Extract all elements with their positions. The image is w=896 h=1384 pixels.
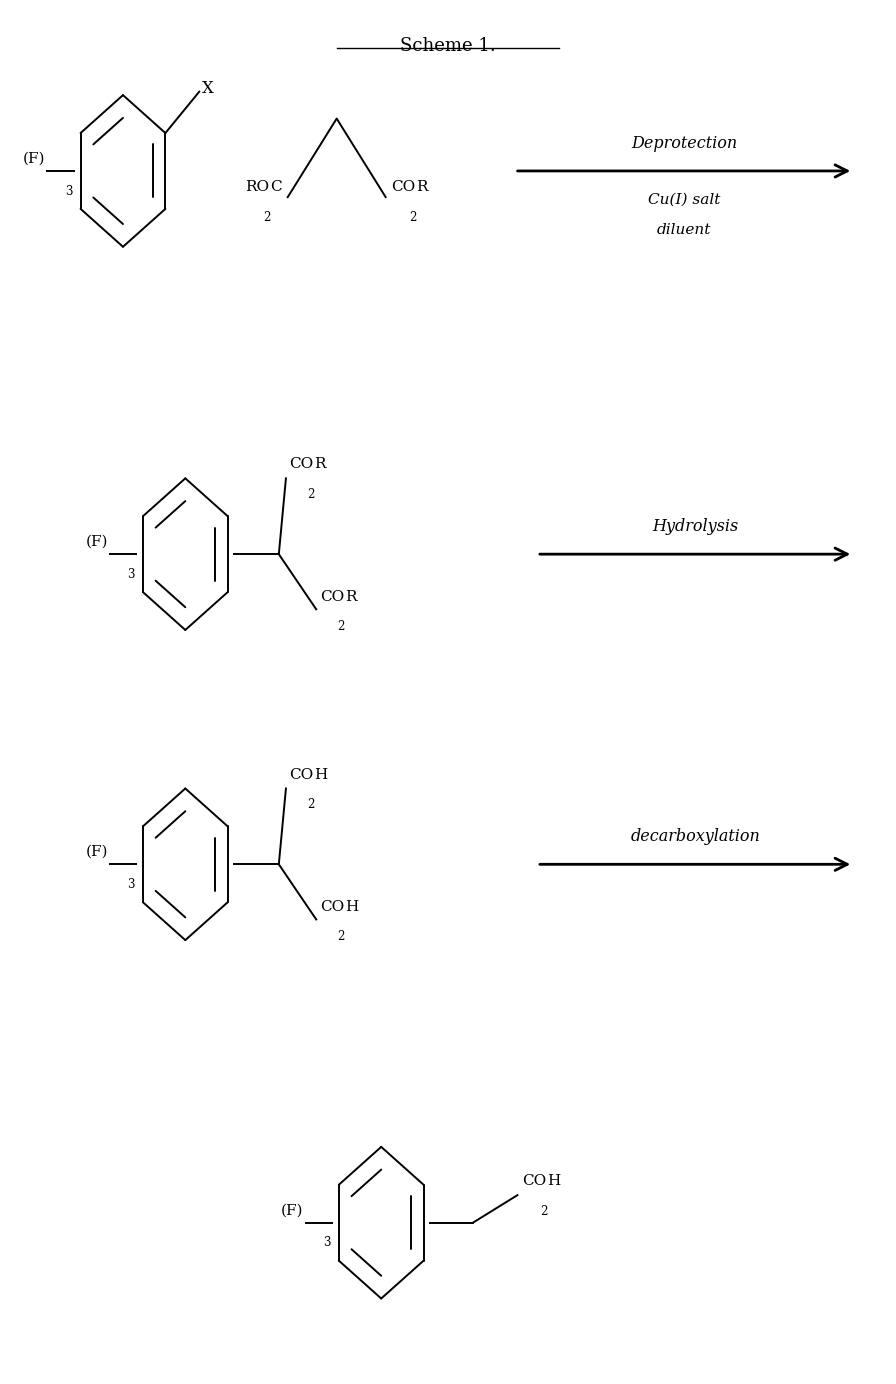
Text: (F): (F) [281,1203,304,1217]
Text: R: R [416,180,427,194]
Text: RO: RO [245,180,269,194]
Text: 2: 2 [338,620,345,634]
Text: 3: 3 [127,877,135,891]
Text: 2: 2 [338,930,345,944]
Text: (F): (F) [23,151,46,166]
Text: Hydrolysis: Hydrolysis [652,518,738,534]
Text: 2: 2 [263,210,271,224]
Text: diluent: diluent [657,223,711,237]
Text: Deprotection: Deprotection [631,134,737,152]
Text: R: R [345,590,357,603]
Text: (F): (F) [85,534,108,548]
Text: Scheme 1.: Scheme 1. [401,37,495,55]
Text: H: H [345,900,358,913]
Text: 2: 2 [539,1205,547,1218]
Text: 2: 2 [409,210,417,224]
Text: 2: 2 [307,799,314,811]
Text: 3: 3 [65,184,73,198]
Text: C: C [270,180,281,194]
Text: CO: CO [320,900,344,913]
Text: 2: 2 [307,489,314,501]
Text: R: R [314,458,326,472]
Text: H: H [547,1174,560,1189]
Text: decarboxylation: decarboxylation [630,828,760,846]
Text: CO: CO [521,1174,547,1189]
Text: CO: CO [289,768,314,782]
Text: H: H [314,768,328,782]
Text: 3: 3 [127,567,135,581]
Text: 3: 3 [323,1236,331,1250]
Text: X: X [202,80,214,97]
Text: CO: CO [289,458,314,472]
Text: Cu(I) salt: Cu(I) salt [648,192,720,208]
Text: CO: CO [320,590,344,603]
Text: (F): (F) [85,844,108,859]
Text: CO: CO [391,180,415,194]
